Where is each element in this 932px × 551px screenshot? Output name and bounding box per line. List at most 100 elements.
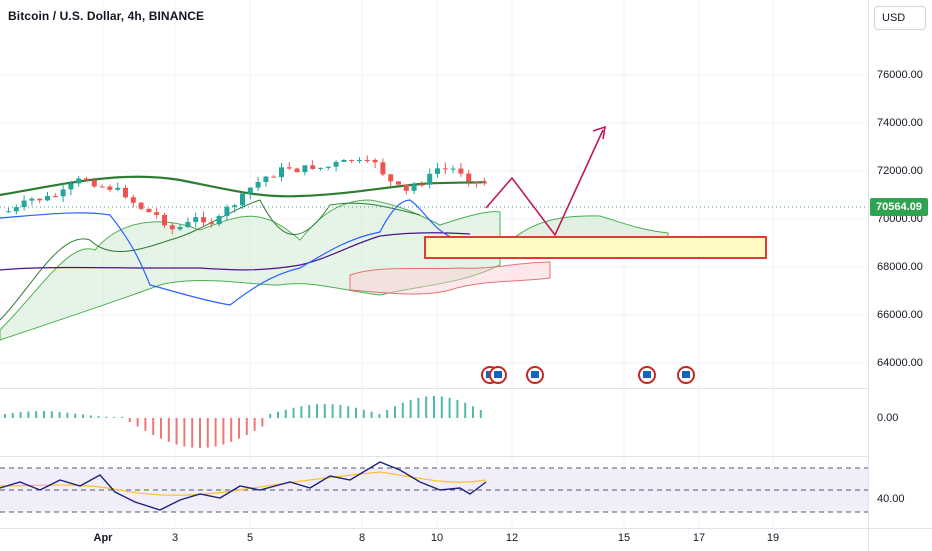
candle — [294, 168, 300, 173]
candle — [466, 173, 472, 182]
price-tick: 72000.00 — [877, 165, 923, 177]
macd-bar — [152, 418, 155, 435]
candle — [380, 162, 386, 175]
candle — [208, 222, 214, 225]
macd-bar — [175, 418, 178, 445]
candle — [177, 227, 183, 230]
flag-icon — [682, 371, 690, 378]
candle — [419, 184, 425, 186]
macd-bar — [121, 416, 123, 418]
macd-bar — [425, 396, 428, 418]
macd-bar — [160, 418, 162, 439]
candle — [271, 176, 277, 178]
candle — [154, 212, 160, 215]
candle — [21, 200, 27, 208]
macd-bar — [82, 414, 84, 418]
macd-bar — [347, 406, 350, 418]
candle — [115, 187, 121, 190]
time-tick: 8 — [358, 532, 366, 544]
macd-bar — [456, 399, 459, 418]
candle — [481, 181, 487, 184]
macd-bar — [19, 412, 22, 418]
macd-bar — [401, 402, 404, 418]
macd-bar — [214, 418, 217, 447]
macd-bar — [167, 418, 170, 442]
flag-icon — [531, 371, 539, 378]
candle — [84, 178, 89, 181]
candle — [240, 193, 245, 206]
candle — [68, 183, 74, 190]
macd-bar — [479, 409, 482, 418]
rsi-tick: 40.00 — [877, 493, 905, 505]
time-tick: 10 — [430, 532, 444, 544]
time-scale[interactable] — [0, 528, 868, 551]
candle — [411, 184, 417, 191]
macd-bar — [394, 406, 396, 418]
candle — [138, 202, 144, 209]
macd-bar — [183, 418, 186, 447]
time-tick: Apr — [93, 532, 113, 544]
price-tick: 74000.00 — [877, 117, 923, 129]
macd-bar — [316, 404, 318, 418]
macd-bar — [378, 414, 381, 418]
time-tick: 3 — [171, 532, 179, 544]
macd-bar — [4, 414, 6, 418]
candle — [91, 180, 97, 187]
macd-bar — [464, 402, 467, 418]
macd-bar — [277, 411, 279, 418]
time-tick: 19 — [766, 532, 780, 544]
chart-area[interactable] — [0, 0, 868, 528]
candle — [364, 160, 370, 161]
macd-bar — [386, 409, 389, 418]
candle — [310, 165, 316, 169]
macd-bar — [74, 413, 77, 418]
macd-bar — [440, 396, 443, 418]
price-chart[interactable] — [0, 0, 868, 528]
candle — [435, 168, 440, 174]
price-tick: 76000.00 — [877, 69, 923, 81]
macd-bar — [370, 411, 373, 418]
time-tick: 17 — [692, 532, 706, 544]
candle — [99, 186, 105, 188]
price-tick: 64000.00 — [877, 357, 923, 369]
macd-bar — [89, 415, 92, 418]
macd-bar — [339, 404, 342, 418]
time-tick: 5 — [246, 532, 254, 544]
span-a-line — [0, 199, 421, 321]
time-tick: 15 — [617, 532, 631, 544]
candle — [37, 198, 43, 201]
candle — [247, 187, 253, 194]
macd-bar — [222, 418, 225, 445]
bear-cloud — [349, 261, 551, 295]
macd-bar — [97, 416, 100, 418]
currency-button[interactable]: USD — [874, 6, 926, 30]
macd-bar — [253, 418, 256, 431]
symbol-title[interactable]: Bitcoin / U.S. Dollar, 4h, BINANCE — [8, 9, 205, 23]
candle — [60, 189, 66, 197]
candle — [76, 178, 82, 184]
candle — [325, 166, 331, 168]
macd-bar — [331, 404, 334, 418]
candle — [107, 186, 113, 190]
price-tick: 66000.00 — [877, 309, 923, 321]
candle — [224, 207, 230, 217]
pane-divider[interactable] — [0, 456, 868, 457]
support-zone — [424, 236, 767, 259]
macd-bar — [50, 411, 53, 418]
candle — [458, 168, 464, 174]
candle — [442, 168, 448, 170]
macd-bar — [284, 409, 287, 418]
macd-bar — [136, 418, 139, 427]
macd-bar — [199, 418, 201, 448]
conversion-line — [0, 199, 487, 306]
macd-bar — [409, 399, 412, 418]
candle — [185, 221, 191, 228]
pane-divider[interactable] — [0, 388, 868, 389]
price-tick: 68000.00 — [877, 261, 923, 273]
macd-bar — [355, 407, 357, 418]
macd-bar — [323, 404, 326, 418]
price-scale[interactable] — [868, 0, 932, 528]
candle — [474, 181, 479, 183]
macd-bar — [300, 406, 303, 418]
candle — [169, 225, 175, 230]
